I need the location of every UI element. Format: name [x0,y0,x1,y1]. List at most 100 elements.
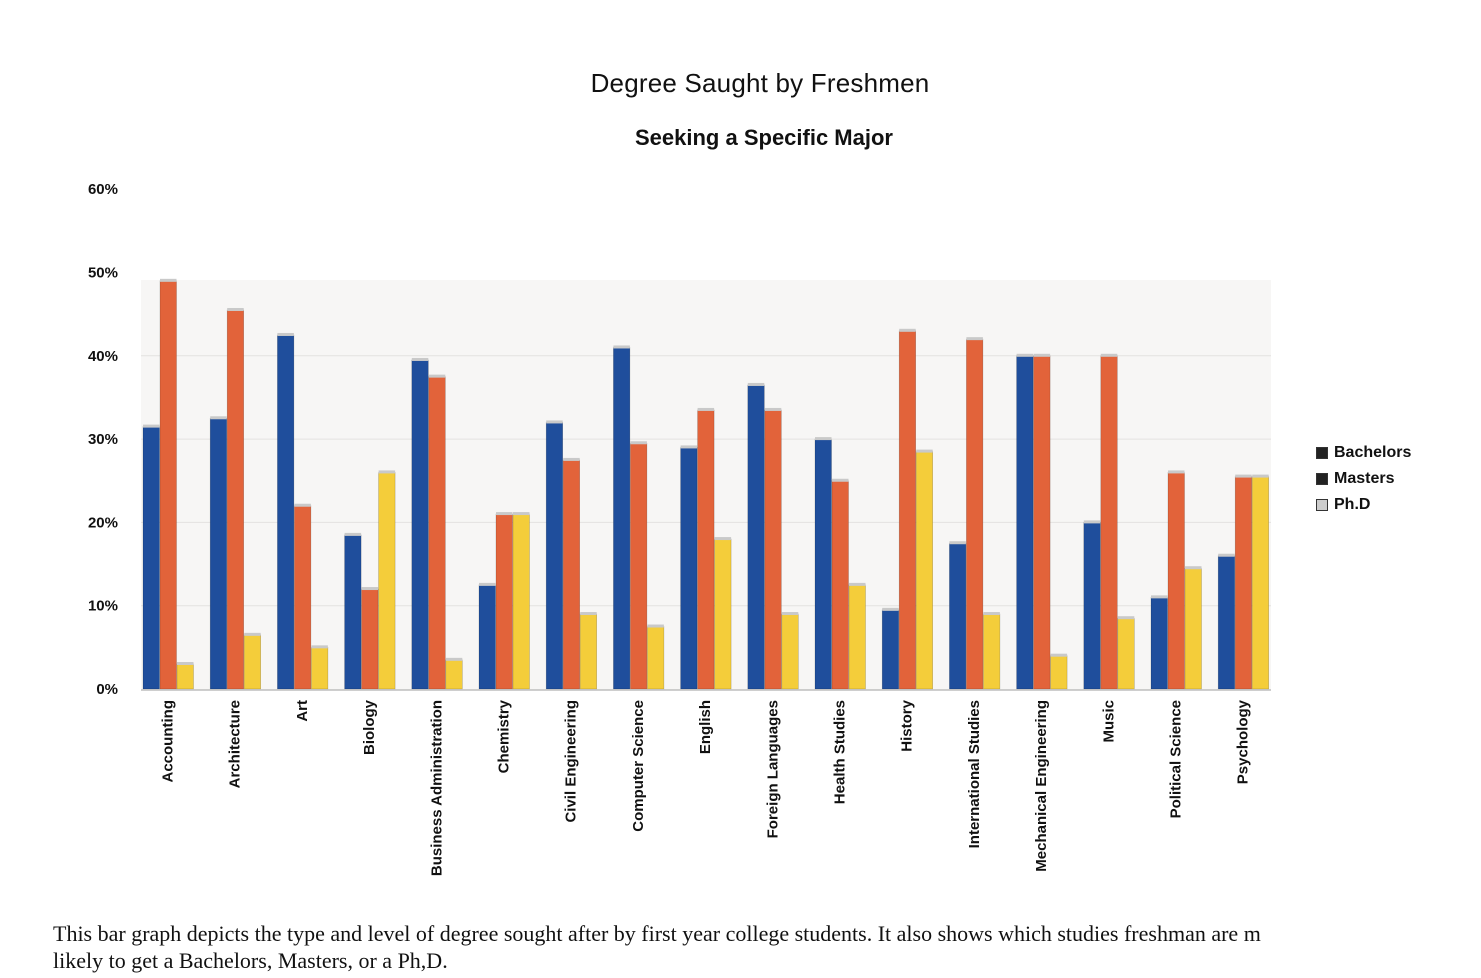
x-tick-label: History [899,699,916,751]
bar-bachelors [411,359,429,690]
bar-cap [445,657,463,661]
bar-phd [579,613,598,690]
legend: Bachelors Masters Ph.D [1316,440,1411,518]
x-tick-label: Computer Science [630,700,647,832]
chart-caption: This bar graph depicts the type and leve… [53,920,1453,974]
bar-cap [1151,595,1168,599]
chart-title: Degree Saught by Freshmen [590,68,930,98]
x-tick-label: Art [294,700,311,722]
x-tick-label: Psychology [1235,699,1252,784]
bar-phd [1050,655,1068,690]
bar-masters [1033,355,1051,690]
bar-cap [1100,353,1118,357]
legend-label-masters: Masters [1334,470,1395,487]
x-tick-label: Accounting [160,700,177,783]
bar-cap [580,612,597,616]
bar-phd [1184,567,1202,690]
bar-cap [1252,474,1269,478]
x-tick-label: Health Studies [832,700,849,804]
bar-cap [344,532,362,536]
bar-cap [411,357,429,361]
bar-cap [680,445,698,449]
x-tick-label: Biology [361,699,378,755]
y-tick-label: 30% [88,431,118,448]
bar-masters [361,588,379,690]
bar-bachelors [814,438,832,690]
bar-cap [1016,353,1034,357]
bar-cap [949,541,966,545]
bar-cap [1083,520,1101,524]
bar-phd [176,663,194,690]
bar-bachelors [747,384,765,690]
bar-cap [1168,470,1185,474]
x-tick-label: Business Administration [428,700,445,876]
bar-cap [647,624,664,628]
legend-item-bachelors: Bachelors [1316,440,1411,466]
bar-cap [294,503,311,507]
bar-bachelors [277,334,295,690]
bar-masters [966,338,984,690]
bar-cap [210,416,227,420]
bar-cap [1050,653,1068,657]
legend-swatch-masters [1316,473,1328,485]
bar-bachelors [680,447,698,690]
bar-phd [647,626,665,690]
bar-cap [849,582,866,586]
bar-masters [764,409,782,690]
x-tick-label: Political Science [1168,700,1185,818]
bar-cap [832,478,849,482]
bar-masters [294,505,312,690]
bar-cap [160,278,177,282]
bar-cap [277,332,294,336]
bar-bachelors [142,426,160,690]
bars [141,278,1271,691]
bar-cap [916,449,933,453]
x-tick-label: English [697,700,714,754]
bar-masters [159,280,177,690]
bar-cap [1033,353,1051,357]
bar-cap [714,537,732,541]
y-tick-label: 0% [96,681,118,698]
bar-masters [495,513,513,690]
bar-cap [1117,616,1135,620]
bar-cap [428,374,446,378]
bar-phd [243,634,261,690]
x-tick-label: Civil Engineering [563,700,580,823]
bar-phd [983,613,1001,690]
bar-cap [630,441,647,445]
legend-label-bachelors: Bachelors [1334,444,1412,461]
y-axis-ticks: 0% 10% 20% 30% 40% 50% 60% [88,181,118,698]
x-tick-label: Foreign Languages [764,700,781,838]
bar-phd [512,513,530,690]
bar-bachelors [1150,597,1168,690]
chart-subtitle: Seeking a Specific Major [635,125,893,150]
bar-phd [1117,617,1135,690]
bar-masters [697,409,715,690]
legend-item-phd: Ph.D [1316,492,1411,518]
bar-masters [831,480,849,690]
x-axis-ticks: Accounting Architecture Art Biology Business… [160,699,1252,876]
bar-cap [143,424,160,428]
bar-phd [378,472,396,690]
bar-bachelors [613,347,631,690]
bar-phd [781,613,799,690]
bar-bachelors [949,542,967,690]
bar-masters [1234,476,1252,690]
bar-cap [479,582,496,586]
bar-phd [915,451,934,690]
bar-masters [1100,355,1118,690]
bar-cap [613,345,630,349]
bar-cap [983,612,1000,616]
bar-cap [781,612,799,616]
bar-bachelors [1083,522,1101,690]
x-tick-label: Architecture [227,700,244,788]
bar-bachelors [344,534,362,690]
bar-masters [226,309,244,690]
caption-line-1: This bar graph depicts the type and leve… [53,921,1261,946]
bar-cap [244,632,261,636]
bar-cap [899,328,916,332]
bar-masters [898,330,917,690]
legend-item-masters: Masters [1316,466,1411,492]
legend-label-phd: Ph.D [1334,496,1371,513]
bar-bachelors [1016,355,1034,690]
